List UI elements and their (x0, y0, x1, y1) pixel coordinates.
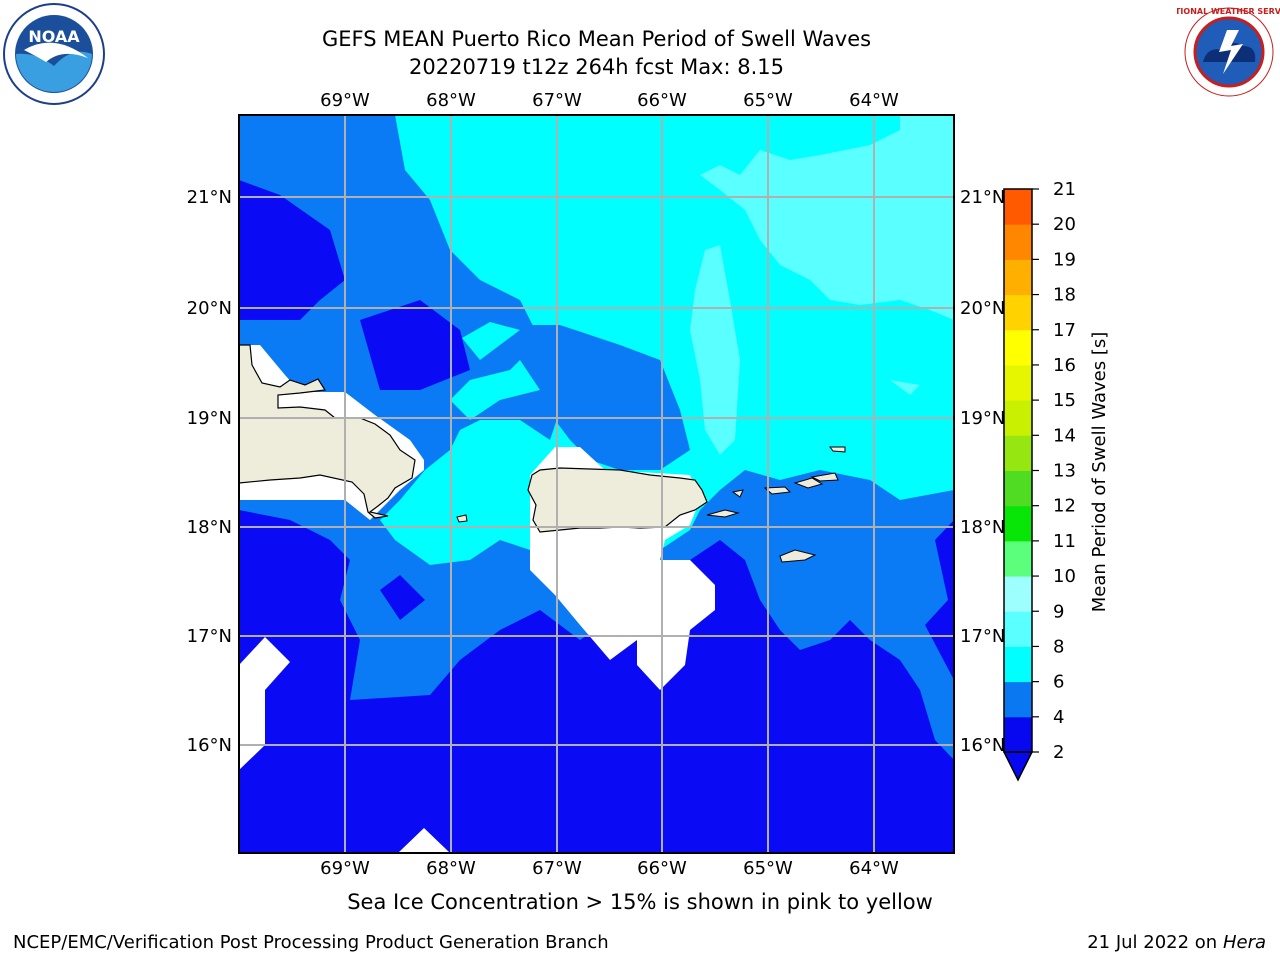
swell-band-2-4-patch-c (380, 575, 425, 620)
colorbar-tick-label: 20 (1053, 214, 1076, 235)
nws-logo-text: NATIONAL WEATHER SERVICE (1177, 7, 1280, 16)
colorbar-tick-label: 2 (1053, 742, 1064, 763)
vieques-island (706, 509, 740, 518)
colorbar-tick-label: 15 (1053, 390, 1076, 411)
map-frame (238, 114, 955, 854)
lon-label-bottom: 69°W (320, 858, 370, 879)
colorbar-tick-label: 6 (1053, 672, 1064, 693)
colorbar-tick-label: 16 (1053, 355, 1076, 376)
colorbar-segment (1004, 646, 1032, 683)
colorbar-tick-label: 10 (1053, 566, 1076, 587)
footer-date-text: 21 Jul 2022 on (1087, 932, 1223, 953)
lon-label-top: 65°W (743, 90, 793, 111)
lon-label-top: 67°W (532, 90, 582, 111)
footer-machine: Hera (1222, 932, 1266, 953)
noaa-logo-text: NOAA (28, 27, 80, 46)
colorbar-tick-label: 8 (1053, 636, 1064, 657)
colorbar-label: Mean Period of Swell Waves [s] (1089, 332, 1110, 613)
lat-label-right: 19°N (960, 408, 1005, 429)
virgin-islands (763, 446, 846, 495)
lat-label-right: 20°N (960, 298, 1005, 319)
colorbar-tick-label: 14 (1053, 425, 1076, 446)
colorbar-segment (1004, 294, 1032, 331)
lon-label-top: 68°W (426, 90, 476, 111)
colorbar-segment (1004, 611, 1032, 647)
colorbar-segment (1004, 470, 1032, 507)
national-weather-service-logo: NATIONAL WEATHER SERVICE (1177, 3, 1280, 101)
footer-credit: NCEP/EMC/Verification Post Processing Pr… (13, 932, 609, 953)
lon-label-top: 66°W (637, 90, 687, 111)
lon-label-bottom: 64°W (849, 858, 899, 879)
lat-label-right: 21°N (960, 187, 1005, 208)
colorbar: 2 4 6 8 9 10 11 12 13 14 15 16 17 18 19 20 21 (1002, 179, 1076, 782)
lon-label-top: 69°W (320, 90, 370, 111)
lat-label-left: 17°N (187, 626, 232, 647)
swell-band-8-10-patch (890, 380, 920, 395)
colorbar-segment (1004, 189, 1032, 225)
noaa-logo: NOAA (3, 3, 105, 105)
colorbar-tick-label: 11 (1053, 531, 1076, 552)
swell-band-4-6-island-a (239, 115, 345, 320)
colorbar-segment (1004, 540, 1032, 577)
colorbar-tick-label: 4 (1053, 707, 1064, 728)
sea-ice-caption: Sea Ice Concentration > 15% is shown in … (347, 890, 933, 914)
colorbar-segment (1004, 364, 1032, 401)
colorbar-tick-label: 17 (1053, 320, 1076, 341)
footer-date: 21 Jul 2022 on Hera (1087, 932, 1266, 953)
colorbar-tick-label: 13 (1053, 461, 1076, 482)
mona-island (456, 514, 468, 523)
lat-label-right: 17°N (960, 626, 1005, 647)
colorbar-segment (1004, 576, 1032, 612)
lat-label-right: 16°N (960, 735, 1005, 756)
culebra-island (731, 489, 744, 498)
colorbar-segment (1004, 400, 1032, 436)
lat-label-right: 18°N (960, 517, 1005, 538)
swell-band-8-10-strip (690, 245, 740, 455)
colorbar-tick-label: 19 (1053, 249, 1076, 270)
lon-label-bottom: 68°W (426, 858, 476, 879)
lat-label-left: 19°N (187, 408, 232, 429)
colorbar-segment (1004, 681, 1032, 718)
forecast-subtitle: 20220719 t12z 264h fcst Max: 8.15 (409, 55, 784, 79)
colorbar-segment (1004, 435, 1032, 471)
lat-label-left: 16°N (187, 735, 232, 756)
lon-label-bottom: 67°W (532, 858, 582, 879)
no-data-bottom (398, 828, 450, 853)
lon-label-top: 64°W (849, 90, 899, 111)
hispaniola-land (239, 344, 416, 519)
colorbar-under-arrow (1002, 751, 1034, 782)
colorbar-tick-label: 9 (1053, 601, 1064, 622)
lat-label-left: 18°N (187, 517, 232, 538)
lon-label-bottom: 65°W (743, 858, 793, 879)
swell-band-8-10 (600, 115, 954, 320)
no-data-southwest (239, 637, 290, 770)
colorbar-tick-label: 12 (1053, 496, 1076, 517)
graticule (239, 115, 954, 853)
swell-band-2-4-patch-b (360, 300, 470, 390)
swell-band-4-6-tongue (520, 325, 690, 470)
colorbar-tick-label: 18 (1053, 285, 1076, 306)
st-croix-island (779, 549, 817, 563)
colorbar-segment (1004, 716, 1032, 753)
colorbar-tick-label: 21 (1053, 179, 1076, 200)
swell-band-6-8-bulge (462, 322, 520, 360)
colorbar-segment (1004, 329, 1032, 366)
lat-label-left: 21°N (187, 187, 232, 208)
map-title: GEFS MEAN Puerto Rico Mean Period of Swe… (321, 27, 872, 51)
lat-label-left: 20°N (187, 298, 232, 319)
lon-label-bottom: 66°W (637, 858, 687, 879)
colorbar-segment (1004, 505, 1032, 542)
colorbar-segment (1004, 224, 1032, 260)
map-plot-area (239, 115, 954, 853)
colorbar-segment (1004, 259, 1032, 296)
